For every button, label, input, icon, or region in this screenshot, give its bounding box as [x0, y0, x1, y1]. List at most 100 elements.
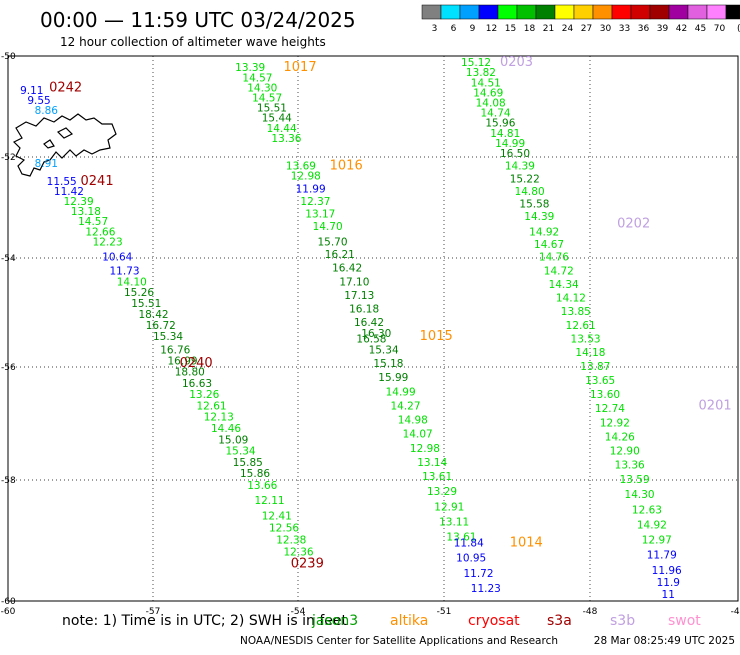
- swh-value-label: 12.63: [632, 504, 662, 516]
- swh-value-label: 14.70: [313, 221, 343, 233]
- swh-value-label: 14.27: [390, 400, 420, 412]
- swh-value-label: 15.96: [485, 118, 515, 130]
- swh-value-label: 14.92: [637, 519, 667, 531]
- swh-value-label: 11.84: [454, 538, 484, 550]
- figure-title: 00:00 — 11:59 UTC 03/24/2025: [40, 8, 356, 32]
- swh-value-label: 15.86: [240, 468, 270, 480]
- swh-value-label: 12.66: [85, 226, 115, 238]
- swh-value-label: 13.85: [561, 306, 591, 318]
- legend-swatch: [706, 4, 727, 20]
- swh-value-label: 18.80: [175, 366, 205, 378]
- swh-value-label: 14.08: [476, 98, 506, 110]
- swh-observations: 9.119.558.868.9111.5511.4212.3913.1814.5…: [20, 57, 682, 601]
- legend-swatch: [687, 4, 708, 20]
- swh-value-label: 12.74: [595, 403, 625, 415]
- swh-value-label: 11.73: [110, 265, 140, 277]
- swh-value-label: 13.26: [189, 389, 219, 401]
- legend-tick-label: 45: [695, 24, 706, 34]
- swh-value-label: 12.92: [600, 417, 630, 429]
- swh-value-label: 15.85: [233, 457, 263, 469]
- swh-value-label: 13.69: [286, 161, 316, 173]
- legend-swatch: [725, 4, 740, 20]
- swh-value-label: 12.11: [255, 495, 285, 507]
- swh-value-label: 14.92: [529, 226, 559, 238]
- swh-value-label: 15.34: [153, 331, 183, 343]
- swh-value-label: 15.51: [257, 103, 287, 115]
- satellite-key-item: swot: [668, 613, 701, 629]
- swh-value-label: 14.34: [549, 279, 579, 291]
- swh-value-label: 12.98: [291, 171, 321, 183]
- swh-value-label: 10.95: [456, 553, 486, 565]
- swh-value-label: 15.44: [262, 113, 292, 125]
- swh-value-label: 12.36: [284, 547, 314, 559]
- pass-time-label: 0203: [500, 55, 533, 70]
- legend-swatch: [478, 4, 499, 20]
- footer: note: 1) Time is in UTC; 2) SWH is in fe…: [62, 613, 735, 647]
- swh-value-label: 13.53: [571, 333, 601, 345]
- latitude-tick-label: -56: [1, 363, 16, 373]
- legend-swatch: [535, 4, 556, 20]
- swh-value-label: 12.13: [204, 412, 234, 424]
- swh-value-label: 11.9: [657, 577, 680, 589]
- pass-time-label: 0241: [81, 174, 114, 189]
- legend-unit: (ft): [737, 24, 740, 34]
- longitude-tick-label: -45: [731, 607, 740, 617]
- swh-value-label: 15.51: [131, 298, 161, 310]
- swh-value-label: 15.99: [378, 372, 408, 384]
- swh-value-label: 14.44: [267, 123, 297, 135]
- swh-value-label: 14.46: [211, 423, 241, 435]
- swh-value-label: 12.37: [300, 196, 330, 208]
- swh-value-label: 14.76: [539, 252, 569, 264]
- swh-value-label: 13.11: [439, 516, 469, 528]
- swh-value-label: 16.18: [349, 304, 379, 316]
- pass-time-labels: 0242 0241 0240 0239 1017 1016 1015 1014 0203 0202…: [49, 55, 732, 572]
- swh-value-label: 14.51: [471, 77, 501, 89]
- swh-value-label: 11.99: [296, 183, 326, 195]
- swh-value-label: 14.10: [117, 276, 147, 288]
- swh-value-label: 16.50: [500, 148, 530, 160]
- swh-value-label: 17.13: [344, 290, 374, 302]
- swh-value-label: 13.14: [417, 457, 447, 469]
- legend-tick-label: 27: [581, 24, 592, 34]
- swh-value-label: 14.67: [534, 239, 564, 251]
- latitude-tick-label: -52: [1, 153, 16, 163]
- longitude-tick-label: -60: [1, 607, 16, 617]
- generation-timestamp: 28 Mar 08:25:49 UTC 2025: [594, 635, 735, 647]
- legend-swatch: [649, 4, 670, 20]
- swh-value-label: 12.91: [434, 501, 464, 513]
- longitude-tick-label: -57: [146, 607, 161, 617]
- satellite-key: jason3 altika cryosat s3a s3b swot: [311, 613, 701, 629]
- latitude-tick-label: -54: [1, 254, 16, 264]
- pass-time-label: 0201: [699, 398, 732, 413]
- swh-value-label: 11.72: [463, 568, 493, 580]
- swh-value-label: 14.81: [490, 128, 520, 140]
- swh-value-label: 13.65: [585, 375, 615, 387]
- swh-value-label: 16.42: [354, 317, 384, 329]
- swh-value-label: 11: [662, 589, 675, 601]
- swh-value-label: 16.42: [332, 263, 362, 275]
- pass-time-label: 1014: [510, 536, 543, 551]
- swh-value-label: 13.82: [466, 67, 496, 79]
- swh-value-label: 15.12: [461, 57, 491, 69]
- swh-value-label: 12.41: [262, 510, 292, 522]
- swh-value-label: 14.80: [515, 186, 545, 198]
- swh-value-label: 12.56: [269, 522, 299, 534]
- legend-swatch: [459, 4, 480, 20]
- swh-value-label: 16.99: [168, 355, 198, 367]
- swh-value-label: 14.72: [544, 265, 574, 277]
- swh-value-label: 11.55: [47, 176, 77, 188]
- swh-value-label: 13.60: [590, 389, 620, 401]
- footer-note: note: 1) Time is in UTC; 2) SWH is in fe…: [62, 613, 348, 629]
- swh-value-label: 14.30: [625, 489, 655, 501]
- swh-value-label: 16.58: [356, 333, 386, 345]
- credit-text: NOAA/NESDIS Center for Satellite Applica…: [240, 635, 558, 647]
- pass-time-label: 0239: [291, 557, 324, 572]
- legend-tick-label: 18: [524, 24, 536, 34]
- falkland-islands-coastline: [12, 113, 117, 177]
- satellite-key-item: jason3: [311, 613, 358, 629]
- swh-value-label: 11.23: [471, 583, 501, 595]
- swh-value-label: 8.86: [35, 105, 59, 117]
- swh-value-label: 9.55: [27, 95, 50, 107]
